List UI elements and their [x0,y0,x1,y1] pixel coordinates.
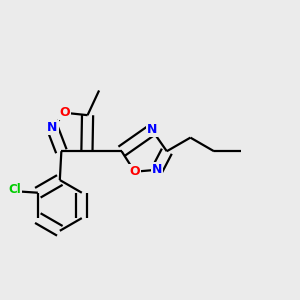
Text: N: N [152,163,162,176]
Text: N: N [47,122,58,134]
Text: N: N [147,124,157,136]
Text: O: O [59,106,70,119]
Text: Cl: Cl [8,184,21,196]
Text: O: O [129,165,140,178]
